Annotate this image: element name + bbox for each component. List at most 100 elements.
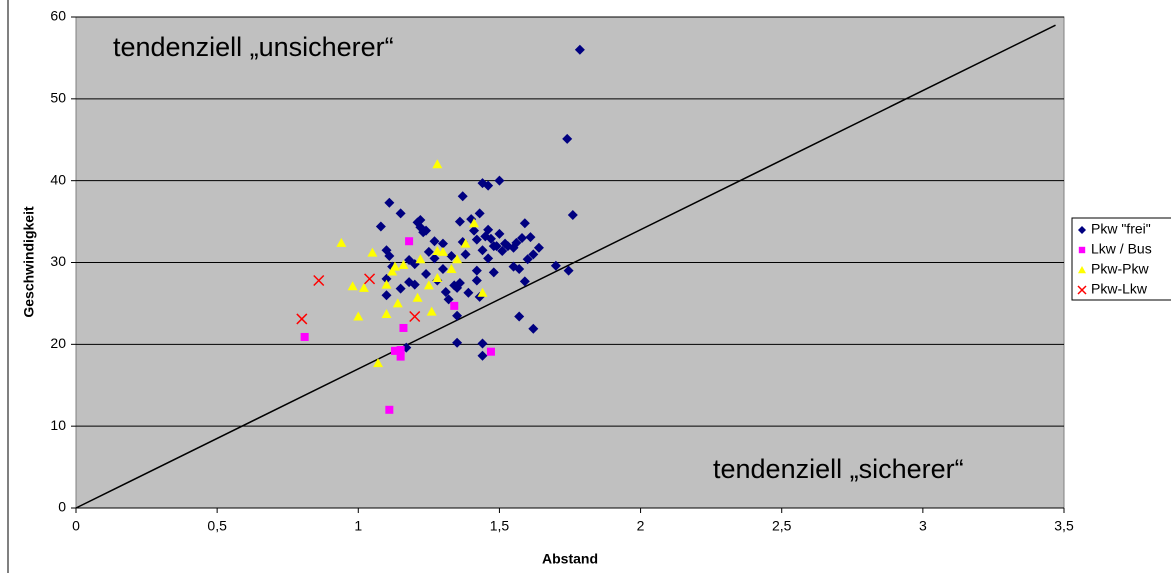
point — [517, 232, 528, 243]
point — [385, 405, 394, 414]
point — [457, 191, 468, 202]
point — [485, 233, 496, 244]
legend-marker — [1078, 226, 1086, 234]
point — [395, 283, 406, 294]
point — [471, 234, 482, 245]
point — [381, 279, 392, 289]
x-tick-label: 0,5 — [207, 518, 227, 534]
point — [384, 250, 395, 261]
x-tick-label: 3 — [919, 518, 927, 534]
point — [446, 250, 457, 261]
point — [389, 261, 400, 271]
point — [421, 268, 432, 279]
point — [469, 225, 480, 236]
point — [399, 323, 408, 332]
point — [415, 214, 426, 225]
x-tick-label: 2,5 — [772, 518, 792, 534]
point — [533, 242, 544, 253]
point — [528, 249, 539, 260]
point — [567, 210, 578, 221]
point — [387, 266, 398, 276]
point — [452, 337, 463, 348]
point — [313, 274, 325, 287]
point — [367, 247, 378, 257]
point — [437, 264, 448, 275]
x-tick-label: 3,5 — [1054, 518, 1074, 534]
y-tick-label: 50 — [50, 90, 66, 106]
point — [471, 265, 482, 276]
point — [395, 208, 406, 219]
point — [392, 298, 403, 308]
point — [381, 290, 392, 301]
point — [463, 287, 474, 298]
legend-marker — [1077, 285, 1087, 295]
annotation: tendenziell „sicherer“ — [713, 454, 964, 484]
point — [423, 280, 434, 290]
point — [415, 254, 426, 264]
point — [437, 246, 448, 256]
legend — [1071, 217, 1171, 301]
point — [477, 178, 488, 189]
reference-line — [75, 24, 1056, 509]
point — [483, 224, 494, 235]
x-tick-label: 0 — [72, 518, 80, 534]
y-tick-label: 40 — [50, 171, 66, 187]
point — [562, 133, 573, 144]
legend-label: Pkw-Lkw — [1091, 281, 1148, 297]
point — [358, 282, 369, 292]
point — [409, 279, 420, 290]
point — [381, 273, 392, 284]
point — [390, 346, 399, 355]
point — [398, 259, 409, 269]
point — [450, 301, 459, 310]
point — [486, 347, 495, 356]
point — [437, 238, 448, 249]
point — [440, 286, 451, 297]
point — [347, 281, 358, 291]
y-tick-label: 0 — [58, 499, 66, 515]
point — [409, 310, 421, 323]
point — [443, 294, 454, 305]
point — [519, 276, 530, 287]
point — [514, 264, 525, 275]
point — [454, 277, 465, 288]
y-tick-label: 30 — [50, 253, 66, 269]
point — [494, 175, 505, 186]
legend-label: Lkw / Bus — [1091, 241, 1152, 257]
legend-label: Pkw "frei" — [1091, 221, 1151, 237]
point — [474, 208, 485, 219]
point — [477, 350, 488, 361]
point — [396, 346, 405, 355]
point — [488, 267, 499, 278]
point — [429, 253, 440, 264]
point — [477, 245, 488, 256]
point — [563, 265, 574, 276]
y-tick-label: 20 — [50, 335, 66, 351]
point — [446, 264, 457, 274]
point — [522, 254, 533, 265]
point — [550, 260, 561, 271]
point — [423, 246, 434, 257]
point — [525, 232, 536, 243]
point — [336, 237, 347, 247]
point — [353, 311, 364, 321]
point — [373, 358, 384, 368]
point — [511, 237, 522, 248]
point — [460, 249, 471, 260]
x-tick-label: 1 — [354, 518, 362, 534]
point — [469, 218, 480, 228]
point — [528, 323, 539, 334]
legend-label: Pkw-Pkw — [1091, 261, 1149, 277]
y-axis-title: Geschwindigkeit — [21, 206, 37, 318]
x-tick-label: 2 — [637, 518, 645, 534]
annotation: tendenziell „unsicherer“ — [113, 32, 394, 62]
x-tick-label: 1,5 — [490, 518, 510, 534]
legend-marker — [1078, 246, 1086, 254]
point — [494, 228, 505, 239]
point — [381, 309, 392, 319]
point — [514, 311, 525, 322]
y-tick-label: 10 — [50, 417, 66, 433]
point — [488, 241, 499, 252]
point — [497, 246, 508, 257]
point — [432, 273, 443, 283]
